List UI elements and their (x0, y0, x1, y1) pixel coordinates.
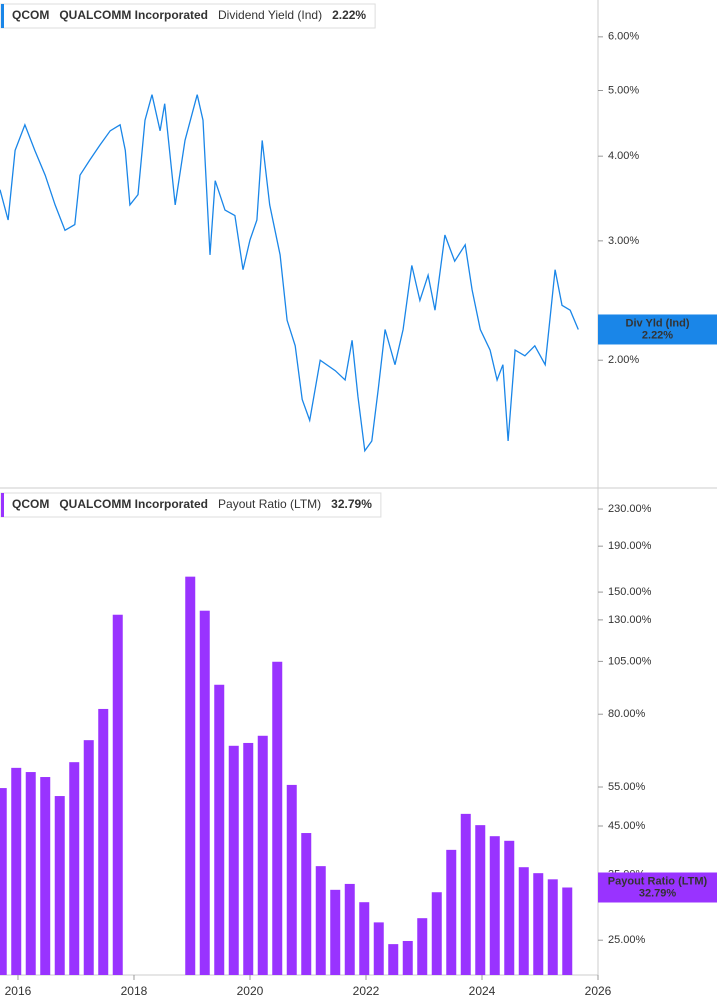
x-tick-label: 2020 (237, 984, 264, 998)
flag-label: Div Yld (Ind) (626, 317, 690, 329)
bar (388, 944, 399, 975)
bar (417, 918, 428, 975)
bar (301, 833, 312, 975)
bar (518, 867, 529, 975)
bar (214, 684, 225, 975)
bar (83, 740, 94, 975)
bar (504, 840, 515, 975)
bar (69, 762, 80, 975)
bar (562, 887, 573, 975)
y-tick-label: 55.00% (608, 781, 646, 793)
y-tick-label: 4.00% (608, 150, 639, 162)
x-tick-label: 2024 (469, 984, 496, 998)
bar (402, 940, 413, 975)
bar (547, 879, 558, 975)
flag-label: Payout Ratio (LTM) (608, 875, 708, 887)
y-tick-label: 230.00% (608, 503, 652, 515)
bar (286, 784, 297, 975)
bar (243, 742, 254, 975)
bar (11, 767, 22, 975)
legend-swatch (1, 493, 4, 517)
legend-box (0, 492, 382, 518)
y-tick-label: 150.00% (608, 586, 652, 598)
yield-line (0, 94, 579, 453)
legend-text: 2.22% (332, 8, 366, 22)
bar (475, 825, 486, 975)
x-tick-label: 2018 (121, 984, 148, 998)
bar (228, 745, 239, 975)
y-tick-label: 3.00% (608, 235, 639, 247)
bar (489, 836, 500, 975)
y-tick-label: 190.00% (608, 540, 652, 552)
bar (199, 610, 210, 975)
y-tick-label: 2.00% (608, 354, 639, 366)
y-tick-label: 45.00% (608, 820, 646, 832)
y-tick-label: 25.00% (608, 934, 646, 946)
legend-text: Payout Ratio (LTM) (218, 497, 321, 511)
y-tick-label: 5.00% (608, 84, 639, 96)
value-flag (598, 872, 717, 903)
bar (112, 614, 123, 975)
bar (460, 813, 471, 975)
y-tick-label: 105.00% (608, 655, 652, 667)
y-tick-label: 80.00% (608, 708, 646, 720)
bar (330, 889, 341, 975)
legend-text: QUALCOMM Incorporated (59, 8, 208, 22)
flag-value: 2.22% (642, 329, 673, 341)
legend-swatch (1, 4, 4, 28)
bar (359, 902, 370, 975)
bar (54, 796, 65, 975)
legend-text: Dividend Yield (Ind) (218, 8, 322, 22)
bar (431, 892, 442, 975)
legend-text: QCOM (12, 497, 49, 511)
bar (25, 772, 36, 975)
x-tick-label: 2022 (353, 984, 380, 998)
bar (257, 735, 268, 975)
legend-text: QCOM (12, 8, 49, 22)
bar (446, 849, 457, 975)
legend-text: QUALCOMM Incorporated (59, 497, 208, 511)
value-flag (598, 314, 717, 345)
legend-text: 32.79% (331, 497, 372, 511)
x-tick-label: 2016 (5, 984, 32, 998)
bar (98, 708, 109, 975)
bar (40, 777, 51, 975)
y-tick-label: 130.00% (608, 614, 652, 626)
bar (0, 788, 7, 975)
y-tick-label: 6.00% (608, 31, 639, 43)
flag-value: 32.79% (639, 887, 677, 899)
bar (185, 576, 196, 975)
x-tick-label: 2026 (585, 984, 612, 998)
bar (344, 883, 355, 975)
bar (373, 922, 384, 975)
bar (533, 873, 544, 975)
bar (315, 866, 326, 975)
bar (272, 661, 283, 975)
